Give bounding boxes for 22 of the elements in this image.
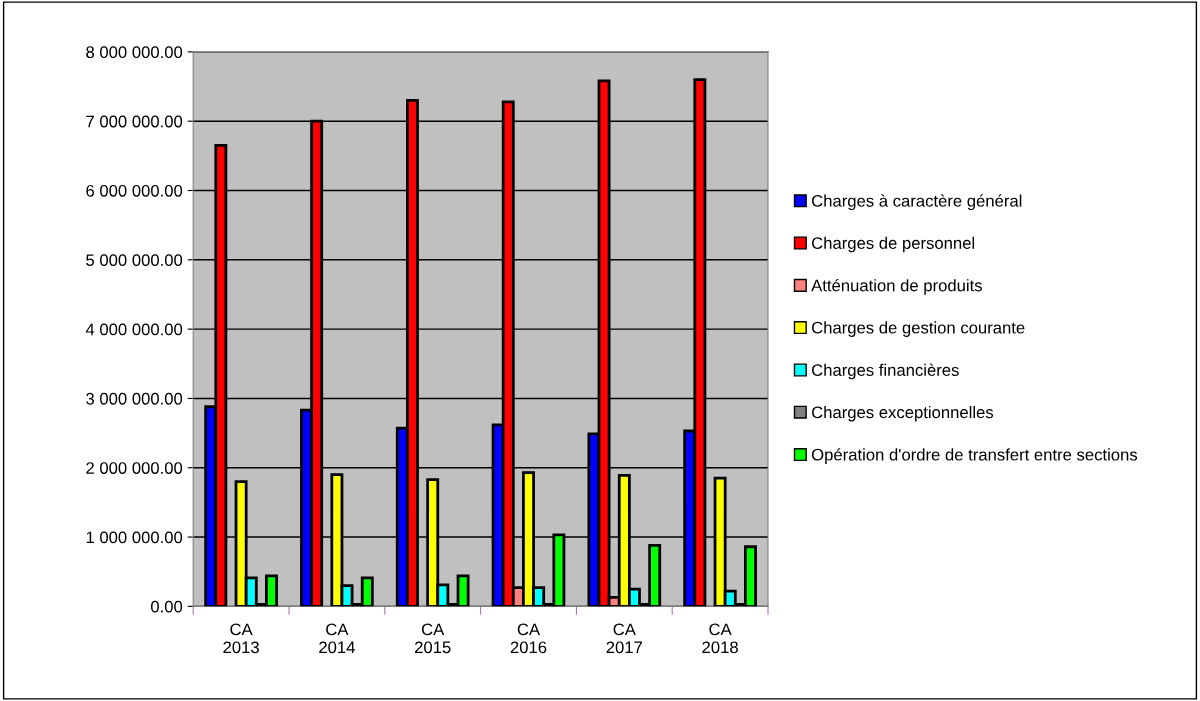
legend-label: Charges de gestion courante <box>812 321 1025 337</box>
x-tick-label: CA 2018 <box>702 623 738 654</box>
y-tick-label: 1 000 000.00 <box>86 531 183 544</box>
x-tick-label: CA 2015 <box>415 623 451 654</box>
y-tick-label: 0.00 <box>151 600 183 613</box>
x-tick-label: CA 2013 <box>223 623 259 654</box>
y-tick-label: 7 000 000.00 <box>86 115 183 128</box>
legend-label: Opération d'ordre de transfert entre sections <box>811 448 1138 464</box>
x-tick-label: CA 2017 <box>606 623 642 654</box>
legend-label: Charges exceptionnelles <box>812 405 994 422</box>
y-tick-label: 6 000 000.00 <box>86 184 183 197</box>
x-tick-label: CA 2014 <box>319 623 355 654</box>
legend-label: Charges de personnel <box>812 236 975 253</box>
y-tick-label: 5 000 000.00 <box>86 254 183 267</box>
y-tick-label: 4 000 000.00 <box>85 323 183 336</box>
legend-label: Atténuation de produits <box>811 278 982 295</box>
legend-label: Charges financières <box>812 363 959 380</box>
y-tick-label: 2 000 000.00 <box>86 462 183 474</box>
legend-label: Charges à caractère général <box>812 194 1022 211</box>
y-tick-label: 8 000 000.00 <box>86 46 183 59</box>
y-tick-label: 3 000 000.00 <box>86 392 183 405</box>
x-tick-label: CA 2016 <box>510 623 547 654</box>
